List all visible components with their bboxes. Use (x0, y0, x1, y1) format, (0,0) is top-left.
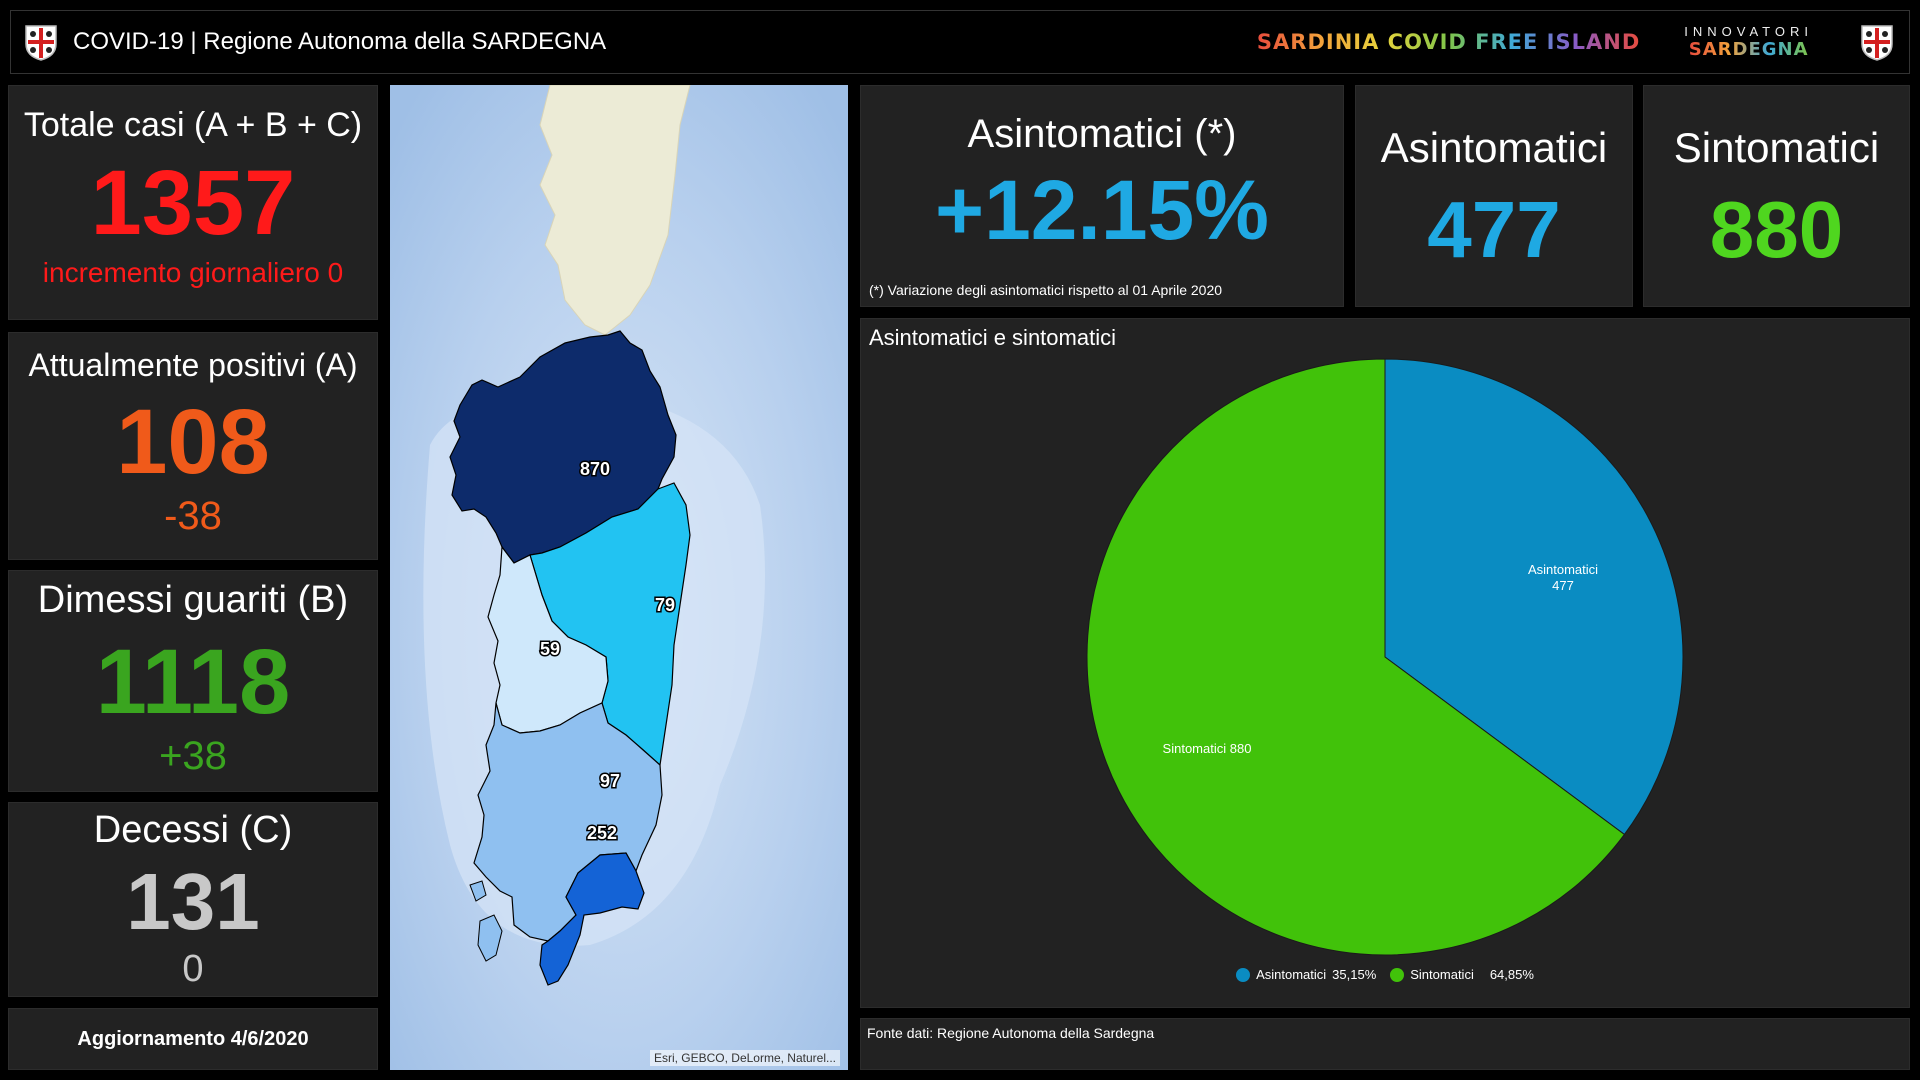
attualmente-positivi-value: 108 (116, 391, 270, 493)
source-text: Fonte dati: Regione Autonoma della Sarde… (867, 1025, 1155, 1041)
map-label-northeast: 79 (655, 595, 675, 615)
map-canvas[interactable]: 870 79 59 97 252 (390, 85, 848, 1070)
legend-item-asintomatici[interactable]: Asintomatici 35,15% (1236, 967, 1376, 982)
pie-legend: Asintomatici 35,15% Sintomatici 64,85% (861, 967, 1909, 982)
totale-casi-label: Totale casi (A + B + C) (23, 106, 363, 144)
corsica-land (539, 85, 691, 336)
pie-slice-asintomatici[interactable] (1384, 358, 1684, 836)
update-date: Aggiornamento 4/6/2020 (77, 1027, 309, 1050)
map-label-cagliari: 252 (587, 823, 617, 843)
sardinia-emblem-icon (21, 22, 61, 62)
variation-value: +12.15% (935, 163, 1269, 257)
dimessi-guariti-label: Dimessi guariti (B) (37, 579, 349, 621)
legend-dot-sintomatici (1390, 967, 1405, 982)
dimessi-guariti-panel: Dimessi guariti (B) 1118 +38 (8, 570, 378, 792)
header-bar: COVID-19 | Regione Autonoma della SARDEG… (10, 10, 1910, 74)
innovatori-line2: SARDEGNA (1688, 39, 1809, 60)
legend-name-sintomatici: Sintomatici (1410, 967, 1474, 982)
variation-title: Asintomatici (*) (967, 112, 1237, 156)
pie-label-asintomatici-value: 477 (1552, 578, 1574, 593)
legend-pct-asintomatici: 35,15% (1332, 967, 1377, 982)
map-label-central: 59 (540, 639, 560, 659)
pie-chart[interactable]: Asintomatici 477 Sintomatici 880 (861, 319, 1909, 959)
asintomatici-value: 477 (1427, 185, 1561, 274)
map-label-south: 97 (600, 771, 620, 791)
legend-item-sintomatici[interactable]: Sintomatici 64,85% (1390, 967, 1534, 982)
source-panel: Fonte dati: Regione Autonoma della Sarde… (860, 1018, 1910, 1070)
legend-name-asintomatici: Asintomatici (1256, 967, 1327, 982)
attualmente-positivi-label: Attualmente positivi (A) (28, 347, 358, 383)
asintomatici-label: Asintomatici (1380, 124, 1608, 171)
pie-chart-panel: Asintomatici e sintomatici Asintomatici … (860, 318, 1910, 1008)
dimessi-guariti-value: 1118 (95, 631, 291, 733)
legend-dot-asintomatici (1236, 967, 1251, 982)
map-label-north: 870 (580, 459, 610, 479)
slogan-logo: SARDINIA COVID FREE ISLAND (1256, 30, 1641, 54)
dashboard-title: COVID-19 | Regione Autonoma della SARDEG… (73, 28, 607, 55)
sintomatici-value: 880 (1709, 185, 1844, 274)
innovatori-logo: INNOVATORI SARDEGNA (1684, 25, 1813, 59)
update-panel: Aggiornamento 4/6/2020 (8, 1008, 378, 1070)
decessi-panel: Decessi (C) 131 0 (8, 802, 378, 997)
decessi-delta: 0 (182, 948, 204, 990)
decessi-value: 131 (126, 857, 260, 946)
asintomatici-panel: Asintomatici 477 (1355, 85, 1633, 307)
map-attribution[interactable]: Esri, GEBCO, DeLorme, Naturel... (649, 1050, 840, 1066)
map-panel[interactable]: 870 79 59 97 252 Esri, GEBCO, DeLorme, N… (390, 85, 848, 1070)
pie-chart-title: Asintomatici e sintomatici (869, 325, 1116, 350)
decessi-label: Decessi (C) (93, 809, 293, 851)
legend-pct-sintomatici: 64,85% (1489, 967, 1534, 982)
pie-slice-sintomatici[interactable] (1086, 358, 1626, 956)
pie-label-sintomatici: Sintomatici 880 (1163, 741, 1252, 756)
innovatori-line1: INNOVATORI (1684, 24, 1813, 39)
attualmente-positivi-delta: -38 (164, 494, 222, 538)
dimessi-guariti-delta: +38 (159, 734, 227, 778)
totale-casi-value: 1357 (90, 152, 296, 254)
attualmente-positivi-panel: Attualmente positivi (A) 108 -38 (8, 332, 378, 560)
sintomatici-panel: Sintomatici 880 (1643, 85, 1910, 307)
totale-casi-panel: Totale casi (A + B + C) 1357 incremento … (8, 85, 378, 320)
region-cagliari[interactable] (539, 852, 645, 986)
variation-note: (*) Variazione degli asintomatici rispet… (869, 282, 1223, 298)
asintomatici-variation-panel: Asintomatici (*) +12.15% (*) Variazione … (860, 85, 1344, 307)
pie-label-asintomatici: Asintomatici (1528, 562, 1598, 577)
sardinia-emblem-icon-right (1857, 22, 1897, 62)
incremento-giornaliero: incremento giornaliero 0 (42, 257, 344, 288)
sintomatici-label: Sintomatici (1673, 124, 1880, 171)
